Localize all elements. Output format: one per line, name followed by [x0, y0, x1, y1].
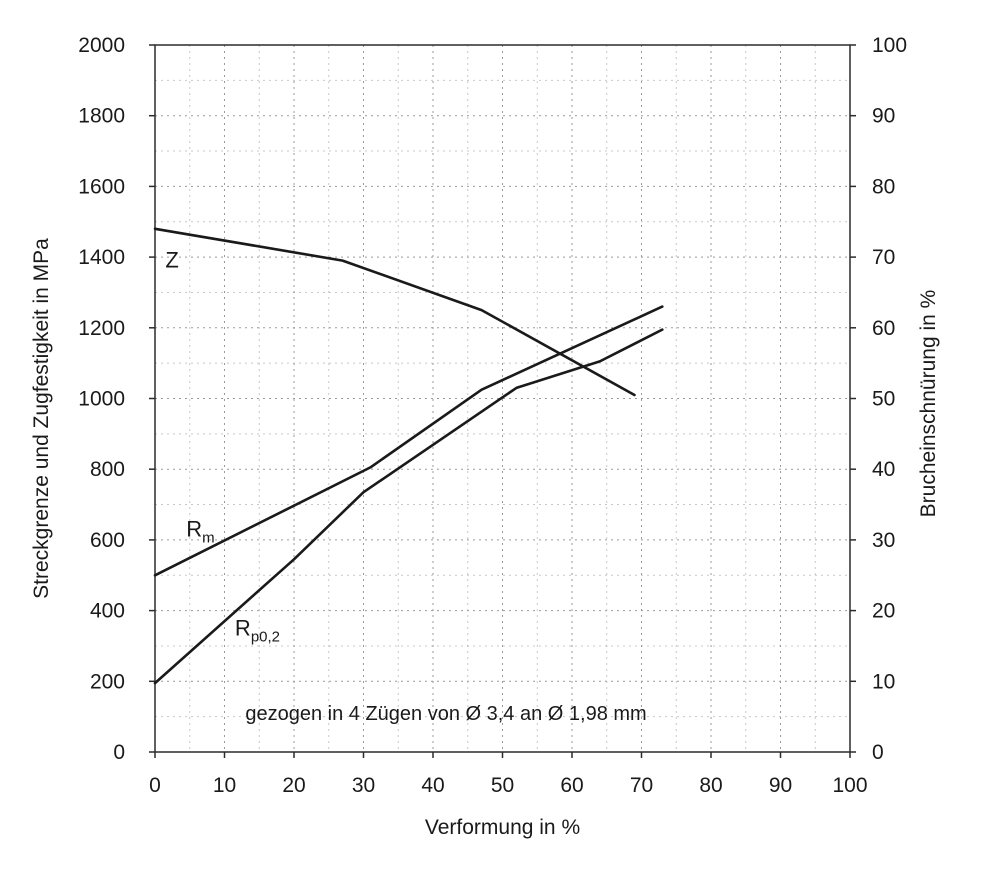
y-tick-label-left: 400	[90, 600, 125, 623]
y-tick-label-left: 800	[90, 458, 125, 481]
y-tick-label-right: 80	[872, 175, 895, 198]
x-tick-label: 20	[282, 774, 305, 797]
y-axis-title-left: Streckgrenze und Zugfestigkeit in MPa	[30, 238, 53, 599]
y-tick-label-left: 1000	[78, 388, 125, 411]
x-tick-label: 50	[491, 774, 514, 797]
y-tick-label-left: 0	[113, 741, 125, 764]
series-line-r-m	[153, 305, 664, 577]
series-layer	[153, 227, 664, 685]
x-tick-label: 40	[421, 774, 444, 797]
series-label-r-m: Rm	[186, 516, 214, 546]
y-tick-label-right: 40	[872, 458, 895, 481]
y-tick-label-left: 1600	[78, 175, 125, 198]
series-line-z	[153, 227, 636, 397]
y-tick-label-right: 0	[872, 741, 884, 764]
ticks-layer: 0 10 20 30 40 50 60 70 80 90 100020040060080010001…	[78, 34, 907, 797]
y-tick-label-left: 1400	[78, 246, 125, 269]
process-annotation: gezogen in 4 Zügen von Ø 3,4 an Ø 1,98 m…	[245, 703, 646, 725]
x-tick-label: 70	[630, 774, 653, 797]
y-tick-label-left: 1800	[78, 105, 125, 128]
x-tick-label: 30	[352, 774, 375, 797]
y-axis-title-right: Brucheinschnürung in %	[917, 290, 940, 518]
y-tick-label-right: 60	[872, 317, 895, 340]
y-tick-label-right: 70	[872, 246, 895, 269]
y-tick-label-right: 30	[872, 529, 895, 552]
y-tick-label-right: 100	[872, 34, 907, 57]
y-tick-label-left: 2000	[78, 34, 125, 57]
y-tick-label-left: 1200	[78, 317, 125, 340]
series-label-subscript: m	[202, 529, 215, 546]
x-tick-label: 60	[560, 774, 583, 797]
y-tick-label-right: 50	[872, 388, 895, 411]
x-tick-label: 10	[213, 774, 236, 797]
y-tick-label-right: 90	[872, 105, 895, 128]
y-tick-label-right: 20	[872, 600, 895, 623]
x-tick-label: 90	[769, 774, 792, 797]
series-line-r-p0-2	[153, 328, 664, 685]
y-tick-label-left: 200	[90, 670, 125, 693]
x-tick-label: 100	[832, 774, 867, 797]
series-label-subscript: p0,2	[251, 628, 280, 645]
series-label-z: Z	[165, 248, 178, 273]
series-label-r-p0-2: Rp0,2	[235, 615, 280, 645]
x-tick-label: 80	[699, 774, 722, 797]
x-tick-label: 0	[149, 774, 161, 797]
y-tick-label-right: 10	[872, 670, 895, 693]
grid-layer	[155, 45, 850, 752]
y-tick-label-left: 600	[90, 529, 125, 552]
x-axis-title: Verformung in %	[425, 816, 580, 839]
